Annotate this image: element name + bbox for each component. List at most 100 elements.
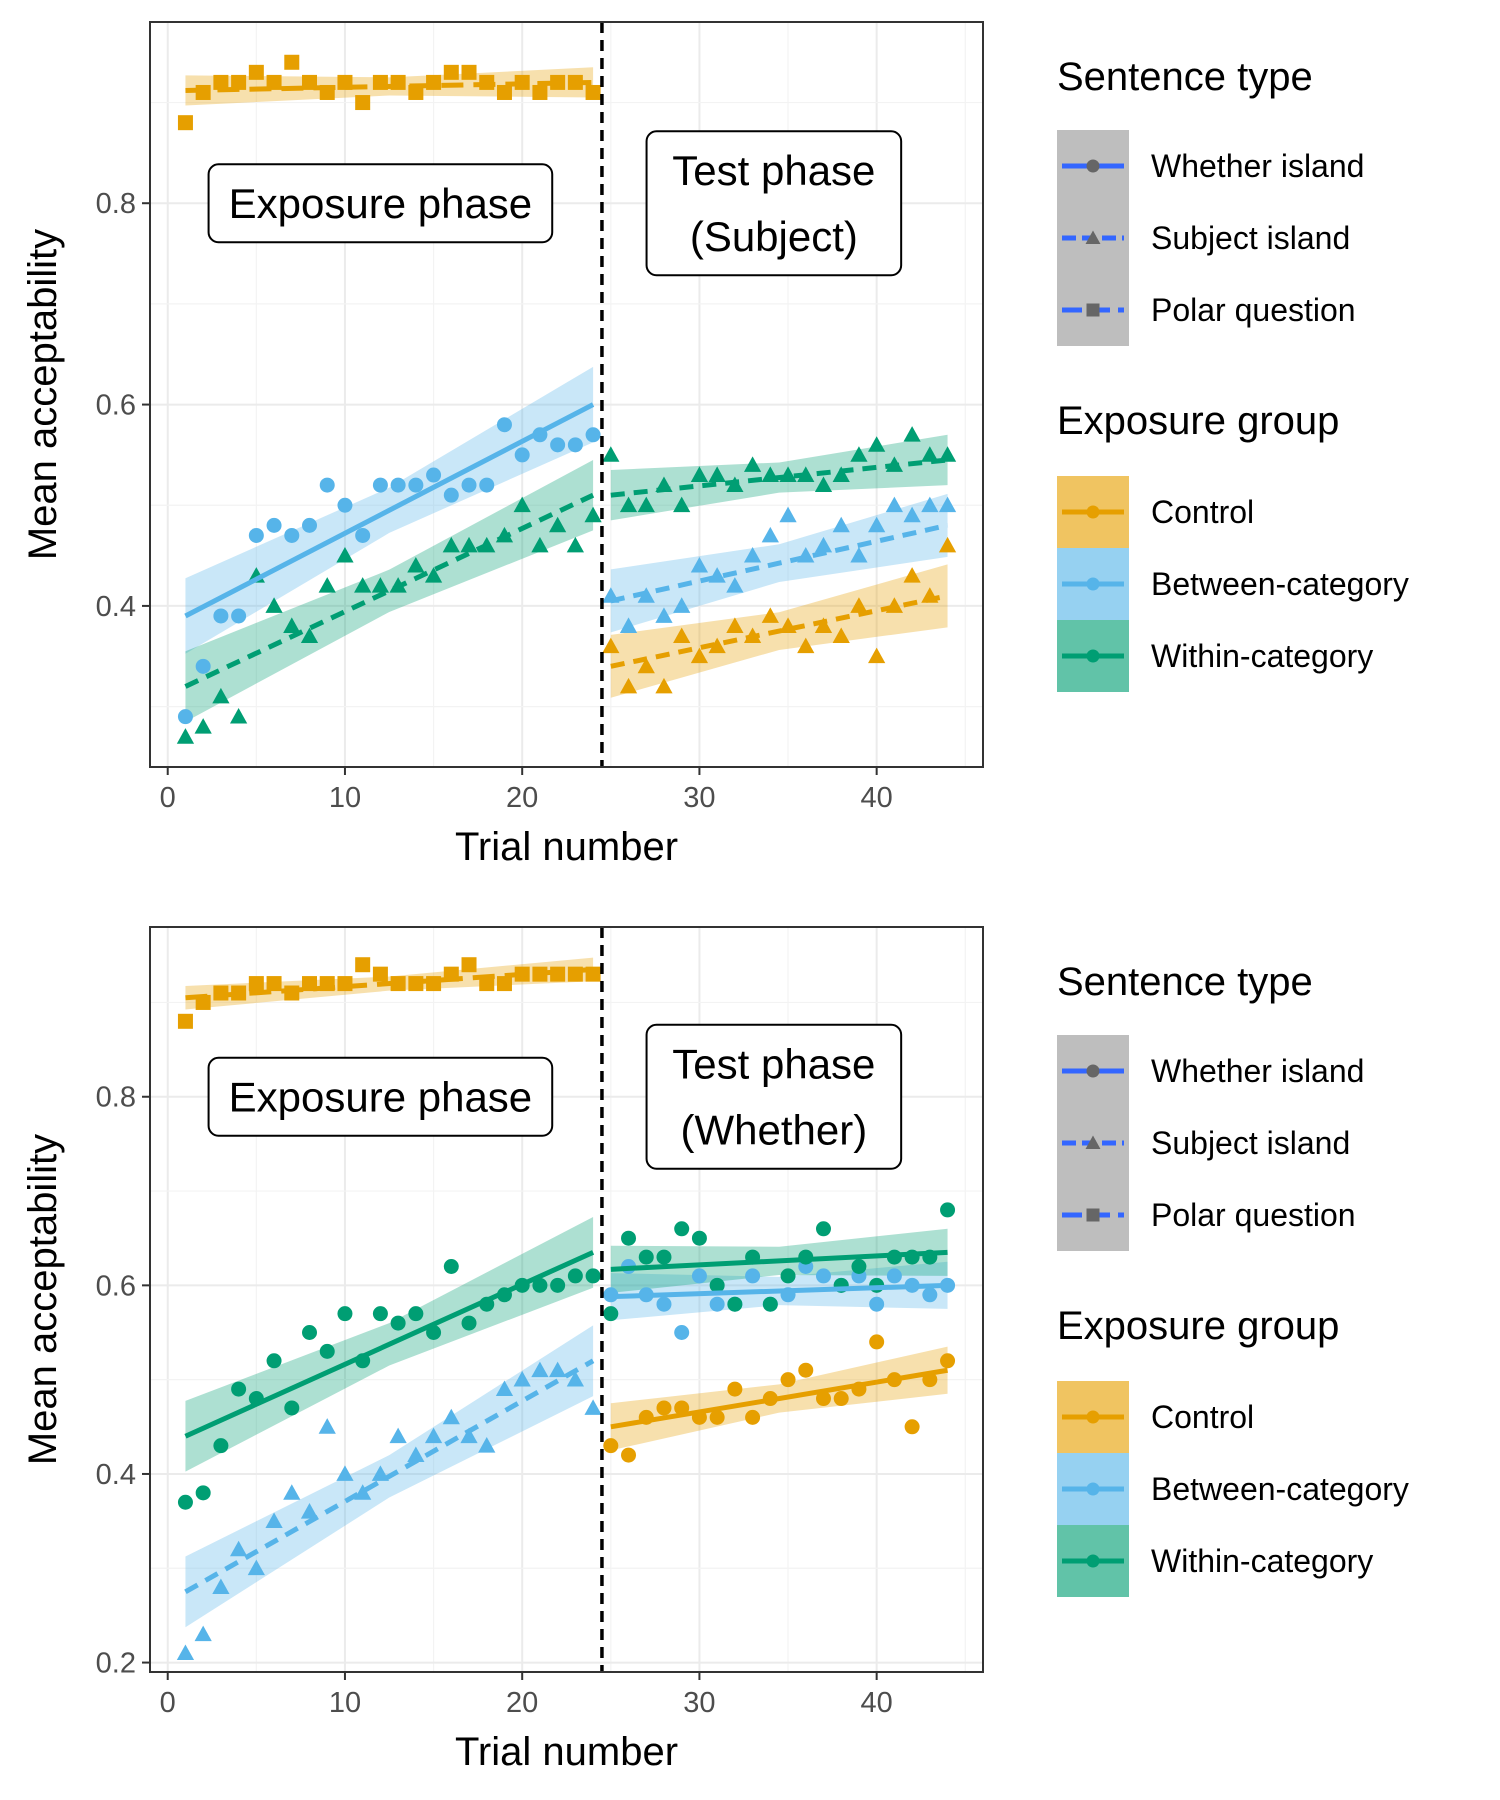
data-point-triangle	[283, 1484, 301, 1500]
data-point-square	[479, 976, 495, 992]
data-point-triangle	[921, 496, 939, 513]
data-point-square	[284, 54, 300, 70]
y-tick-label: 0.4	[96, 1459, 136, 1491]
legend-label: Subject island	[1151, 220, 1350, 256]
data-point-triangle	[726, 577, 744, 593]
x-tick-label: 30	[683, 782, 715, 814]
data-point-circle	[656, 1400, 672, 1416]
legend-key-marker	[1086, 1482, 1100, 1496]
data-point-triangle	[513, 496, 531, 513]
data-point-square	[532, 84, 548, 100]
data-point-triangle	[921, 446, 939, 462]
data-point-circle	[337, 497, 353, 513]
data-point-triangle	[814, 617, 833, 633]
data-point-circle	[904, 1419, 920, 1435]
data-point-square	[408, 84, 424, 100]
data-point-square	[248, 64, 264, 80]
annotation-box	[207, 163, 554, 244]
data-point-circle	[745, 1268, 761, 1284]
data-point-square	[177, 115, 193, 131]
data-point-circle	[319, 477, 335, 493]
data-point-triangle	[602, 637, 620, 654]
data-point-triangle	[513, 1371, 531, 1387]
data-point-triangle	[584, 506, 602, 523]
data-point-circle	[390, 1315, 406, 1331]
data-point-square	[461, 64, 477, 80]
annotation-text: Test phase	[672, 147, 875, 194]
data-point-circle	[177, 1494, 193, 1510]
data-point-triangle	[761, 607, 779, 623]
data-point-triangle	[743, 456, 762, 472]
fit-line	[610, 457, 948, 498]
data-point-triangle	[424, 1427, 443, 1444]
y-tick-label: 0.6	[96, 1270, 136, 1302]
fit-line	[184, 1358, 595, 1595]
data-point-circle	[390, 477, 406, 493]
data-point-triangle	[673, 627, 691, 644]
exposure-phase-label: Exposure phase	[207, 163, 554, 244]
legend-title-exposure-group: Exposure group	[1057, 1304, 1339, 1348]
data-point-triangle	[832, 466, 850, 482]
y-tick-label: 0.8	[96, 1082, 136, 1114]
annotation-text: Exposure phase	[229, 180, 533, 227]
legend-label: Whether island	[1151, 148, 1364, 184]
data-point-circle	[585, 427, 601, 443]
data-point-circle	[780, 1372, 796, 1388]
data-point-circle	[815, 1391, 831, 1407]
legend-label: Whether island	[1151, 1053, 1364, 1089]
data-point-circle	[461, 477, 477, 493]
y-tick-label: 0.2	[96, 1648, 136, 1680]
data-point-triangle	[549, 1361, 567, 1378]
data-point-circle	[940, 1202, 956, 1218]
legend-key-marker	[1086, 159, 1100, 173]
data-point-triangle	[938, 536, 957, 553]
data-point-circle	[869, 1296, 885, 1312]
data-point-triangle	[938, 496, 957, 513]
y-axis-label: Mean acceptability	[21, 229, 65, 560]
data-point-circle	[940, 1353, 956, 1369]
fit-line	[610, 522, 949, 604]
data-point-circle	[621, 1230, 637, 1246]
data-point-triangle	[194, 1625, 212, 1642]
annotation-text: Test phase	[672, 1040, 875, 1087]
data-point-square	[302, 74, 318, 90]
test-phase-label: Test phase (Whether)	[645, 1023, 903, 1170]
data-point-circle	[284, 1400, 300, 1416]
data-point-triangle	[832, 516, 850, 533]
data-point-square	[372, 966, 388, 982]
data-point-circle	[443, 1258, 459, 1274]
data-point-circle	[674, 1400, 690, 1416]
data-point-circle	[780, 1268, 796, 1284]
data-point-circle	[302, 517, 318, 533]
data-point-square	[443, 64, 459, 80]
data-point-circle	[479, 477, 495, 493]
fit-line	[184, 492, 595, 689]
fit-line	[185, 966, 594, 1001]
data-point-triangle	[283, 617, 301, 633]
fit-line	[610, 593, 949, 669]
data-point-triangle	[478, 1437, 496, 1453]
exposure-phase-label: Exposure phase	[207, 1056, 554, 1137]
data-point-circle	[231, 1381, 247, 1397]
legend-title-sentence-type: Sentence type	[1057, 960, 1313, 1004]
fit-line	[610, 1249, 948, 1272]
data-point-triangle	[690, 557, 709, 573]
data-point-triangle	[885, 496, 904, 513]
data-point-triangle	[549, 516, 567, 533]
legend-label: Within-category	[1151, 638, 1373, 674]
legend-key-marker	[1086, 1208, 1100, 1222]
data-point-triangle	[531, 1361, 549, 1378]
data-point-circle	[709, 1409, 725, 1425]
annotation-box	[645, 1023, 903, 1170]
data-point-triangle	[814, 536, 833, 553]
data-point-circle	[177, 709, 193, 725]
data-point-triangle	[779, 506, 797, 523]
data-point-circle	[302, 1325, 318, 1341]
data-layer	[176, 54, 957, 744]
data-point-triangle	[212, 1578, 230, 1595]
data-point-square	[248, 976, 264, 992]
annotation-box	[207, 1056, 554, 1137]
data-point-triangle	[212, 687, 230, 704]
data-point-circle	[567, 1268, 583, 1284]
fit-line	[610, 1367, 948, 1430]
